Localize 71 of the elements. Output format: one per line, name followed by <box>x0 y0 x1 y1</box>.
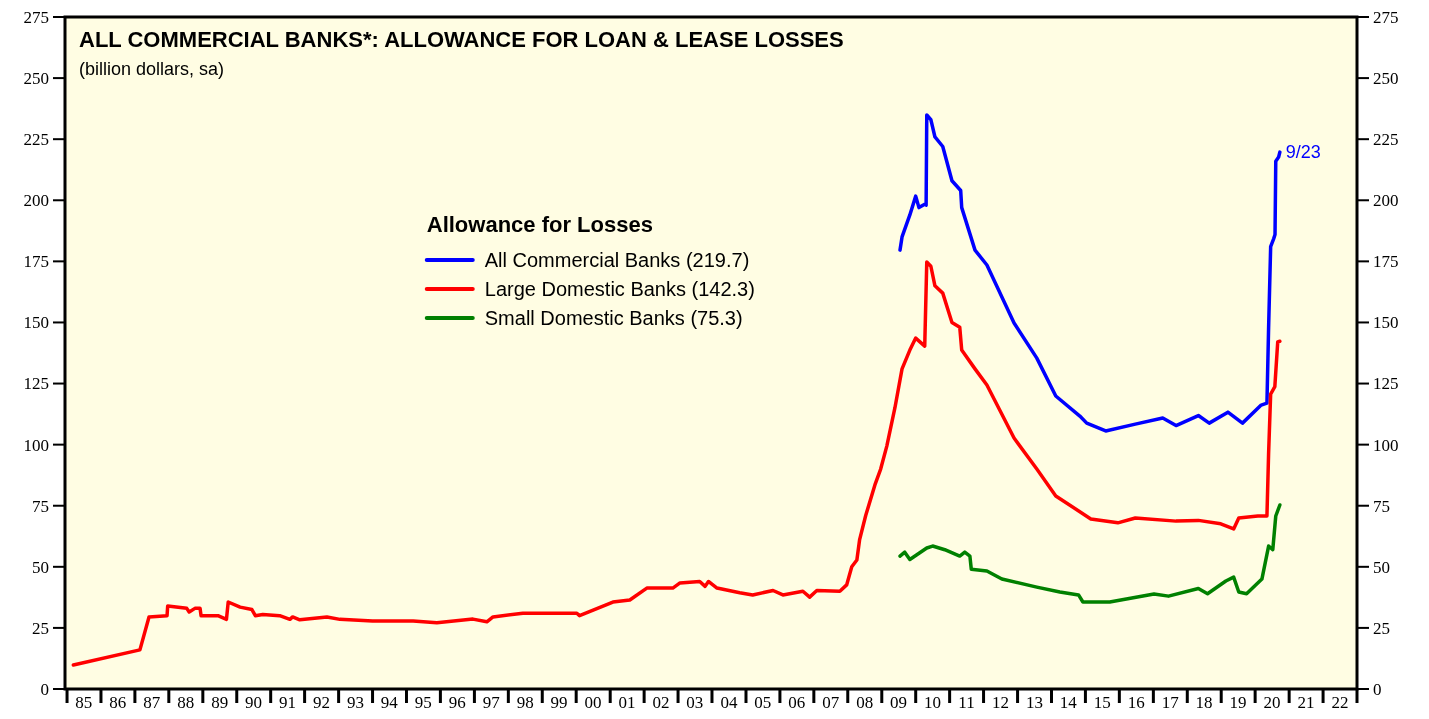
annotation: 9/23 <box>1285 142 1321 163</box>
x-tick-label: 01 <box>618 693 636 712</box>
y2-tick-label: 225 <box>1373 130 1399 150</box>
x-tick-label: 91 <box>279 693 297 712</box>
x-tick-label: 87 <box>143 693 161 712</box>
y2-tick-label: 175 <box>1373 252 1399 272</box>
y-tick-label: 275 <box>23 7 49 27</box>
y-tick-label: 125 <box>23 374 49 394</box>
x-tick-label: 93 <box>346 693 364 712</box>
x-tick-label: 89 <box>211 693 229 712</box>
x-tick-label: 85 <box>75 693 93 712</box>
y2-tick-label: 100 <box>1373 435 1399 455</box>
y-tick-label: 25 <box>32 618 49 638</box>
x-tick-label: 90 <box>245 693 263 712</box>
legend-label: Large Domestic Banks (142.3) <box>484 278 755 301</box>
y2-tick-label: 125 <box>1373 374 1399 394</box>
x-tick-label: 12 <box>991 693 1009 712</box>
x-tick-label: 22 <box>1331 693 1349 712</box>
x-tick-label: 96 <box>448 693 466 712</box>
x-tick-label: 06 <box>788 693 806 712</box>
y-tick-label: 50 <box>32 557 49 577</box>
legend-label: Small Domestic Banks (75.3) <box>484 307 743 330</box>
x-tick-label: 17 <box>1161 693 1180 712</box>
y2-tick-label: 150 <box>1373 313 1399 333</box>
y2-tick-label: 50 <box>1373 557 1390 577</box>
x-tick-label: 10 <box>924 693 942 712</box>
x-tick-label: 95 <box>414 693 432 712</box>
x-tick-label: 13 <box>1025 693 1043 712</box>
x-tick-label: 02 <box>652 693 670 712</box>
y-tick-label: 75 <box>32 496 49 516</box>
x-tick-label: 11 <box>958 693 975 712</box>
text: ALL COMMERCIAL BANKS*: ALLOWANCE FOR LOAN & LEASE LOSSES <box>79 27 844 52</box>
y-tick-label: 150 <box>23 313 49 333</box>
x-tick-label: 88 <box>177 693 195 712</box>
line-series <box>898 503 1282 604</box>
x-tick-label: 21 <box>1297 693 1315 712</box>
x-tick-label: 15 <box>1093 693 1111 712</box>
y2-tick-label: 75 <box>1373 496 1390 516</box>
x-tick-label: 16 <box>1127 693 1145 712</box>
x-tick-label: 05 <box>754 693 772 712</box>
y-tick-label: 200 <box>23 191 49 211</box>
y2-tick-label: 25 <box>1373 618 1390 638</box>
x-tick-label: 97 <box>482 693 501 712</box>
x-tick-label: 19 <box>1229 693 1247 712</box>
x-tick-label: 00 <box>584 693 602 712</box>
y2-tick-label: 275 <box>1373 7 1399 27</box>
x-tick-label: 20 <box>1263 693 1281 712</box>
x-tick-label: 14 <box>1059 693 1078 712</box>
x-tick-label: 94 <box>380 693 399 712</box>
legend-label: All Commercial Banks (219.7) <box>484 249 750 272</box>
x-tick-label: 08 <box>856 693 874 712</box>
x-tick-label: 18 <box>1195 693 1213 712</box>
x-tick-label: 04 <box>720 693 738 712</box>
y2-tick-label: 250 <box>1373 69 1399 89</box>
x-tick-label: 07 <box>822 693 840 712</box>
y-tick-label: 175 <box>23 252 49 272</box>
text: (billion dollars, sa) <box>79 59 225 79</box>
x-tick-label: 86 <box>109 693 127 712</box>
x-tick-label: 03 <box>686 693 704 712</box>
legend-title: Allowance for Losses <box>426 212 653 238</box>
y2-tick-label: 200 <box>1373 191 1399 211</box>
x-tick-label: 99 <box>550 693 568 712</box>
x-tick-label: 92 <box>313 693 331 712</box>
y-tick-label: 100 <box>23 435 49 455</box>
y-tick-label: 225 <box>23 130 49 150</box>
y-tick-label: 250 <box>23 69 49 89</box>
line-series <box>898 113 1282 433</box>
y-tick-label: 0 <box>40 679 49 699</box>
x-tick-label: 09 <box>890 693 908 712</box>
x-tick-label: 98 <box>516 693 534 712</box>
y2-tick-label: 0 <box>1373 679 1382 699</box>
